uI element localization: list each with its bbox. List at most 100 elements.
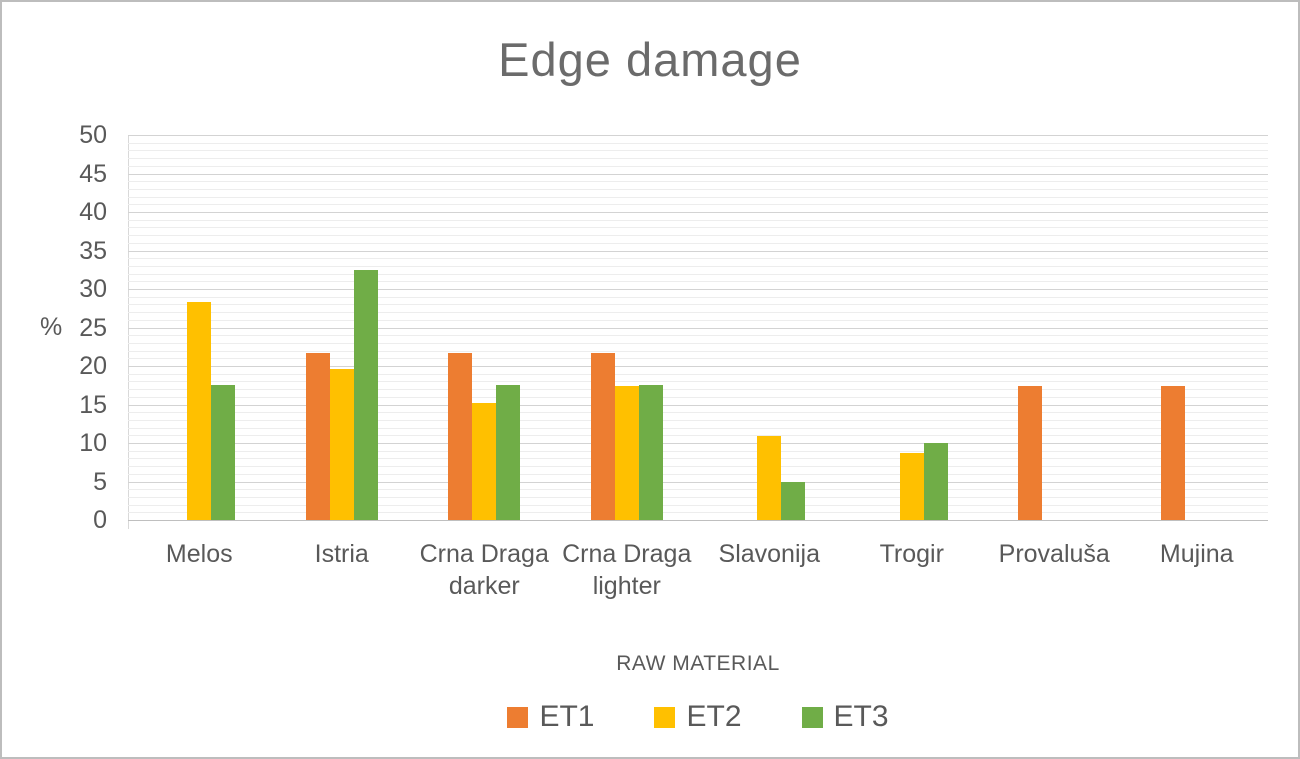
bar-et2-4	[614, 386, 639, 520]
minor-gridline	[128, 235, 1268, 237]
minor-gridline	[128, 419, 1268, 421]
minor-gridline	[128, 427, 1268, 429]
y-tick-label: 45	[79, 159, 107, 188]
minor-gridline	[128, 304, 1268, 306]
minor-gridline	[128, 381, 1268, 383]
chart-title: Edge damage	[498, 33, 802, 86]
major-gridline	[128, 289, 1268, 290]
y-tick-label: 10	[79, 429, 107, 457]
legend-item-et2: ET2	[654, 700, 742, 734]
minor-gridline	[128, 158, 1268, 160]
minor-gridline	[128, 396, 1268, 398]
bar-et2-5	[757, 436, 782, 520]
major-gridline	[128, 212, 1268, 213]
minor-gridline	[128, 296, 1268, 298]
minor-gridline	[128, 188, 1268, 190]
bar-et1-7	[1018, 386, 1043, 520]
bar-et2-6	[899, 453, 924, 520]
y-tick-label: 35	[79, 236, 107, 265]
bar-et2-3	[472, 402, 497, 520]
y-axis-unit-label: %	[40, 313, 63, 341]
minor-gridline	[128, 273, 1268, 275]
x-axis-labels: Melos Istria Crna Draga darker Crna Draga l…	[128, 538, 1268, 602]
major-gridline	[128, 327, 1268, 329]
bar-et3-4	[638, 385, 663, 520]
x-category-label: Provaluša	[998, 540, 1110, 568]
y-tick-label: 25	[79, 313, 107, 342]
bar-et3-2	[353, 269, 378, 520]
legend-label: ET1	[539, 700, 595, 733]
x-category-label: Melos	[165, 540, 233, 568]
minor-gridline	[128, 389, 1268, 391]
major-gridline	[128, 366, 1268, 367]
minor-gridline	[128, 373, 1268, 375]
bar-et3-1	[211, 385, 236, 520]
minor-gridline	[128, 150, 1268, 152]
minor-gridline	[128, 312, 1268, 314]
major-gridline	[128, 404, 1268, 406]
x-category-label: Crna Draga lighter	[562, 540, 692, 600]
minor-gridline	[128, 496, 1268, 498]
minor-gridline	[128, 204, 1268, 206]
legend-item-et3: ET3	[801, 700, 889, 734]
bar-et3-5	[781, 481, 806, 520]
x-category-label: Istria	[314, 540, 369, 568]
legend: ET1 ET2 ET3	[128, 700, 1268, 734]
minor-gridline	[128, 435, 1268, 437]
y-tick-label: 0	[93, 506, 107, 534]
major-gridline	[128, 481, 1268, 483]
major-gridline	[128, 443, 1268, 444]
y-tick-label: 20	[79, 352, 107, 380]
minor-gridline	[128, 181, 1268, 183]
y-tick-label: 30	[79, 275, 107, 303]
minor-gridline	[128, 219, 1268, 221]
minor-gridline	[128, 504, 1268, 506]
major-gridline	[128, 173, 1268, 175]
x-axis-baseline	[128, 520, 1268, 521]
minor-gridline	[128, 412, 1268, 414]
minor-gridline	[128, 242, 1268, 244]
x-category-label: Mujina	[1159, 540, 1234, 568]
minor-gridline	[128, 466, 1268, 468]
bar-et2-2	[329, 369, 354, 520]
minor-gridline	[128, 450, 1268, 452]
minor-gridline	[128, 350, 1268, 352]
bar-et1-4	[590, 352, 615, 520]
minor-gridline	[128, 265, 1268, 267]
legend-swatch-icon	[507, 706, 529, 728]
legend-swatch-icon	[654, 706, 676, 728]
x-category-label: Trogir	[879, 540, 944, 568]
minor-gridline	[128, 142, 1268, 144]
y-tick-label: 40	[79, 198, 107, 226]
bar-et1-3	[448, 352, 473, 520]
minor-gridline	[128, 458, 1268, 460]
y-axis-line	[128, 135, 129, 529]
minor-gridline	[128, 227, 1268, 229]
minor-gridline	[128, 489, 1268, 491]
major-gridline	[128, 250, 1268, 252]
plot-area	[128, 135, 1268, 521]
minor-gridline	[128, 319, 1268, 321]
legend-label: ET2	[686, 700, 742, 733]
bar-et1-8	[1160, 386, 1185, 520]
minor-gridline	[128, 258, 1268, 260]
minor-gridline	[128, 473, 1268, 475]
bar-et2-1	[187, 302, 212, 520]
bar-et3-6	[923, 443, 948, 520]
minor-gridline	[128, 165, 1268, 167]
legend-label: ET3	[833, 700, 889, 733]
bar-et3-3	[496, 385, 521, 520]
minor-gridline	[128, 335, 1268, 337]
x-category-label: Slavonija	[718, 540, 820, 568]
x-category-label: Crna Draga darker	[419, 540, 549, 600]
minor-gridline	[128, 512, 1268, 514]
y-tick-label: 5	[93, 467, 107, 496]
y-tick-label: 50	[79, 121, 107, 149]
major-gridline	[128, 135, 1268, 136]
minor-gridline	[128, 281, 1268, 283]
x-axis-title: RAW MATERIAL	[616, 652, 780, 675]
minor-gridline	[128, 196, 1268, 198]
bar-et1-2	[305, 352, 330, 520]
legend-item-et1: ET1	[507, 700, 594, 734]
